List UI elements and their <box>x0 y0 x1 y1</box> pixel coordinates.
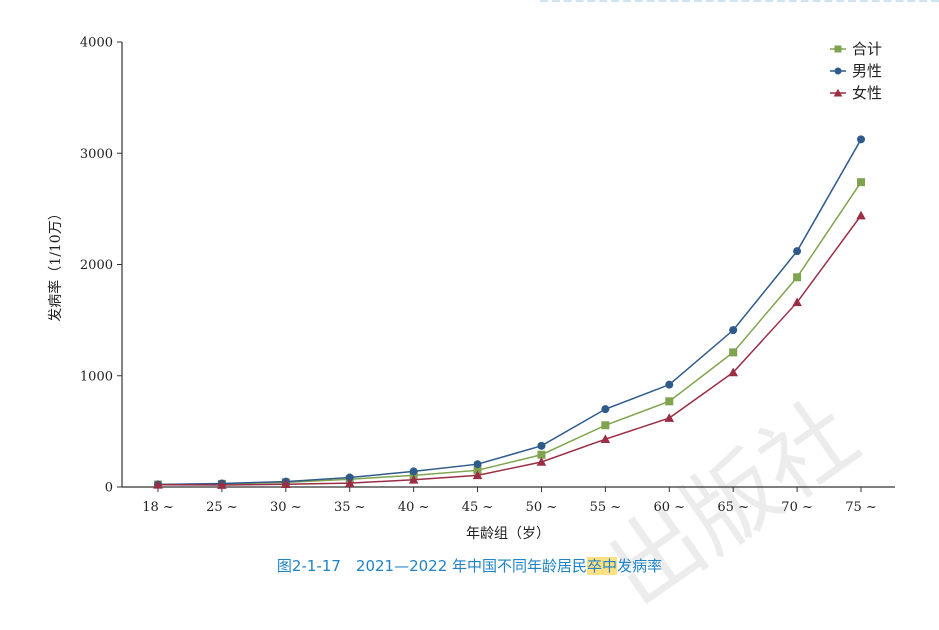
data-point <box>281 479 291 489</box>
data-point <box>536 457 547 466</box>
x-tick-label: 60 ~ <box>653 500 685 515</box>
data-point <box>537 441 546 450</box>
legend-marker <box>834 67 842 75</box>
series-line <box>157 215 862 486</box>
series-1 <box>154 178 865 489</box>
data-point <box>473 460 482 469</box>
series-layer <box>153 135 866 489</box>
legend-entry: 合计 <box>830 40 882 58</box>
data-point <box>601 405 610 414</box>
figure-caption: 图2-1-17 2021—2022 年中国不同年龄居民卒中发病率 <box>0 555 939 576</box>
x-tick-label: 35 ~ <box>334 500 366 515</box>
data-point <box>409 467 418 476</box>
x-tick-label: 18 ~ <box>142 500 174 515</box>
x-tick-label: 50 ~ <box>526 500 558 515</box>
y-tick-label: 3000 <box>80 147 113 162</box>
caption-suffix: 发病率 <box>617 557 663 575</box>
data-point <box>217 480 227 489</box>
x-tick-label: 65 ~ <box>717 500 749 515</box>
data-point <box>664 413 675 422</box>
data-point <box>857 178 865 187</box>
data-point <box>665 397 674 406</box>
top-dashed-border <box>540 0 939 8</box>
x-tick-label: 30 ~ <box>270 500 302 515</box>
series-3 <box>153 210 866 489</box>
y-tick-label: 1000 <box>80 369 113 384</box>
data-point <box>473 466 482 475</box>
x-tick-label: 45 ~ <box>462 500 494 515</box>
series-line <box>157 181 862 486</box>
data-point <box>728 367 738 377</box>
data-point <box>729 348 738 357</box>
y-tick-label: 2000 <box>80 258 113 273</box>
x-tick-label: 70 ~ <box>781 500 813 515</box>
data-point <box>665 380 674 389</box>
legend-entry: 女性 <box>830 84 882 102</box>
data-point <box>601 421 610 430</box>
data-point <box>345 473 354 482</box>
line-chart: 0 1000 2000 3000 4000 18 ~ 25 ~ 30 ~ 35 ~ 40 ~ 45 … <box>47 36 895 542</box>
legend-label: 合计 <box>852 40 882 58</box>
data-point <box>793 247 802 256</box>
data-point <box>856 210 866 220</box>
y-axis-label: 发病率（1/10万） <box>47 206 64 321</box>
legend-marker <box>834 45 842 53</box>
series-2 <box>154 135 865 489</box>
y-tick-label: 0 <box>105 481 113 496</box>
series-line <box>157 138 862 486</box>
legend-entry: 男性 <box>830 62 882 80</box>
data-point <box>600 434 611 444</box>
data-point <box>153 479 163 489</box>
x-tick-label: 25 ~ <box>206 500 238 515</box>
data-point <box>537 450 546 459</box>
data-point <box>729 326 738 335</box>
legend-label: 男性 <box>852 62 882 80</box>
x-axis-label: 年龄组（岁） <box>466 526 550 542</box>
data-point <box>472 470 483 480</box>
legend-label: 女性 <box>852 84 882 102</box>
x-tick-label: 75 ~ <box>845 500 877 515</box>
legend-marker <box>833 88 843 97</box>
data-point <box>793 273 802 282</box>
data-point <box>792 297 802 307</box>
axes: 0 1000 2000 3000 4000 18 ~ 25 ~ 30 ~ 35 ~ 40 ~ 45 … <box>80 36 895 515</box>
data-point <box>857 135 865 144</box>
x-tick-label: 55 ~ <box>590 500 622 515</box>
caption-highlight: 卒中 <box>587 557 618 575</box>
data-point <box>344 478 355 487</box>
caption-prefix: 图2-1-17 2021—2022 年中国不同年龄居民 <box>276 557 588 575</box>
data-point <box>408 474 419 484</box>
x-tick-label: 40 ~ <box>398 500 430 515</box>
y-tick-label: 4000 <box>80 36 113 51</box>
